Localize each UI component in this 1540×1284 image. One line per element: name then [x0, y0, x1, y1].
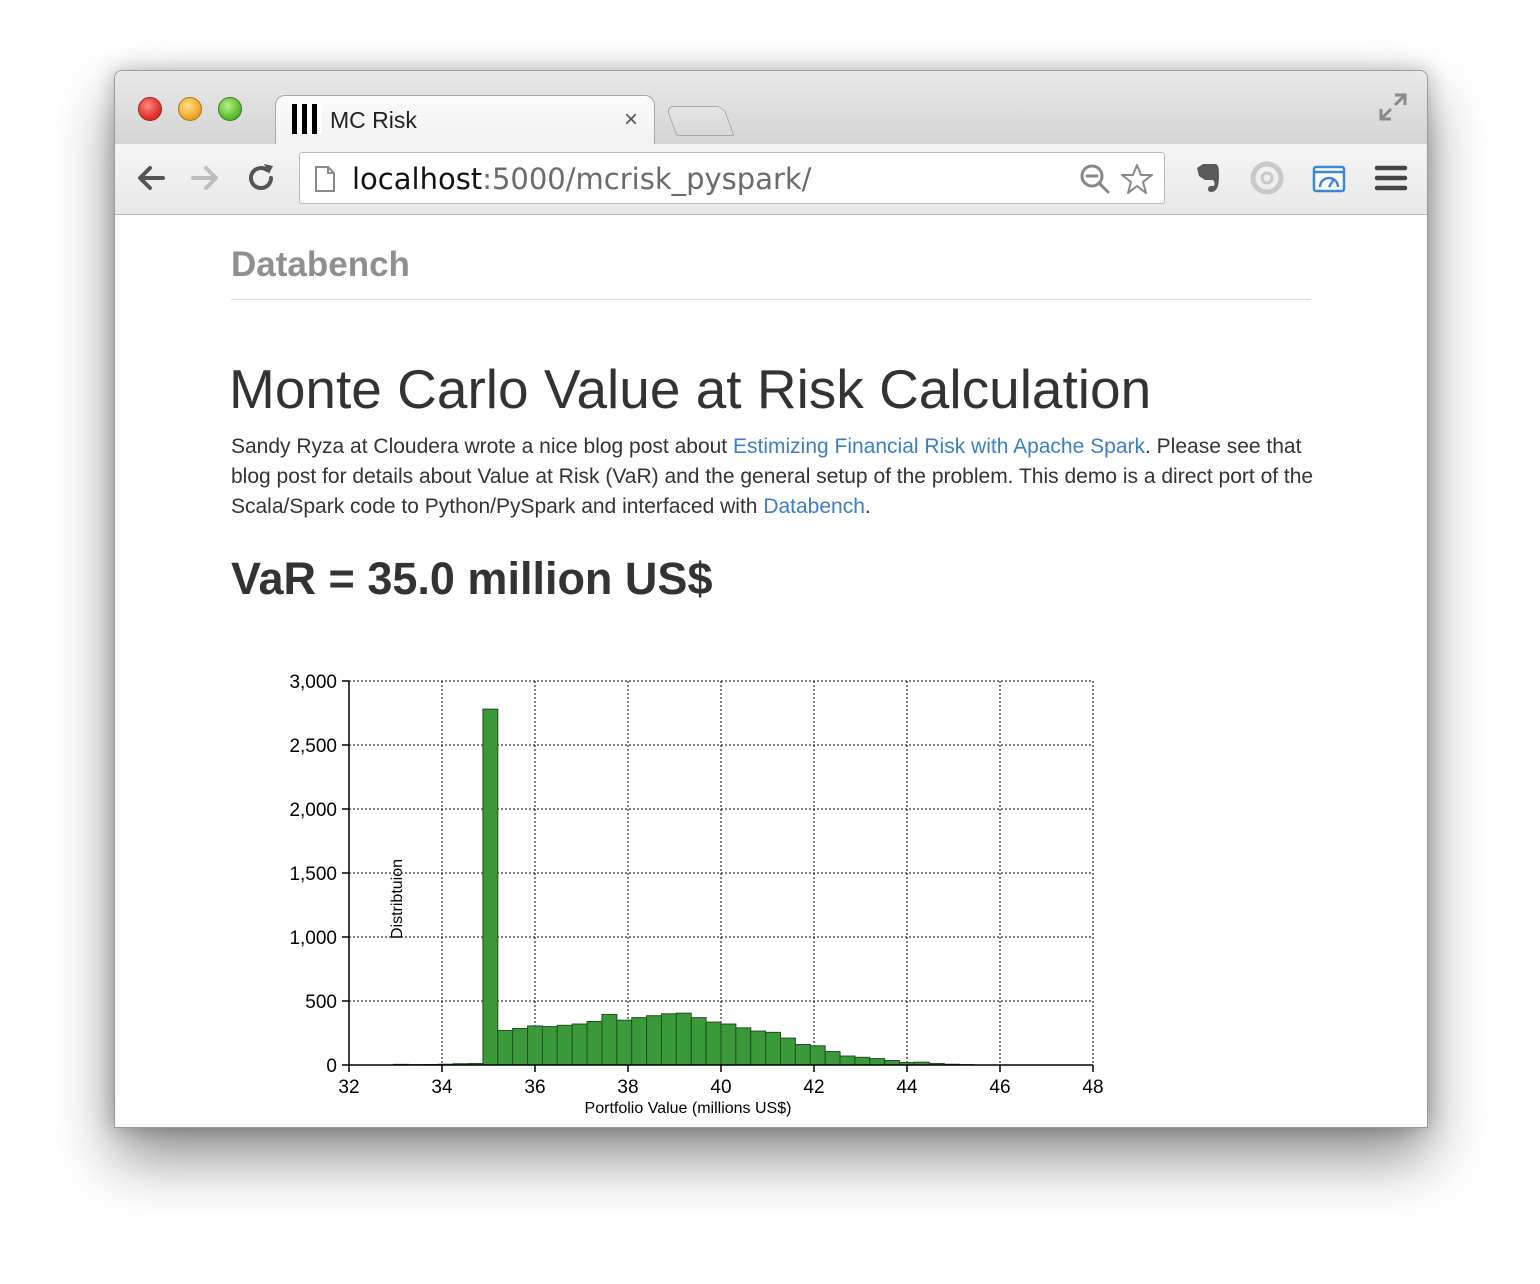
- intro-paragraph: Sandy Ryza at Cloudera wrote a nice blog…: [231, 432, 1315, 522]
- histogram-bar: [675, 1012, 692, 1066]
- x-tick-label: 44: [896, 1077, 918, 1098]
- menu-icon[interactable]: [1373, 160, 1409, 196]
- minimize-window-button[interactable]: [178, 97, 202, 121]
- histogram-bar: [765, 1031, 782, 1066]
- close-window-button[interactable]: [138, 97, 162, 121]
- dashboard-extension-icon[interactable]: [1311, 160, 1347, 196]
- histogram-bar: [750, 1030, 767, 1066]
- histogram-bar: [482, 708, 499, 1066]
- y-tick-label: 1,500: [289, 864, 337, 885]
- var-histogram-chart: 32 34 36 38 40 42 44 46 48 0 500 1,000 1,500 2,000 2,5…: [289, 672, 1103, 1117]
- histogram-bar: [541, 1026, 558, 1066]
- y-tick-label: 0: [326, 1056, 337, 1077]
- x-tick-label: 38: [617, 1077, 638, 1098]
- histogram-bar: [497, 1029, 514, 1066]
- star-icon[interactable]: [1120, 162, 1154, 196]
- histogram-bar: [646, 1015, 662, 1066]
- address-bar[interactable]: localhost:5000/mcrisk_pyspark/: [299, 152, 1165, 204]
- evernote-icon[interactable]: [1189, 160, 1225, 196]
- histogram-bar: [601, 1013, 618, 1066]
- chart-axes: 32 34 36 38 40 42 44 46 48 0 500 1,000 1,500 2,000 2,5…: [289, 672, 1103, 1098]
- new-tab-button[interactable]: [665, 106, 735, 136]
- x-tick-label: 46: [989, 1077, 1010, 1098]
- reload-icon[interactable]: [243, 160, 279, 196]
- histogram-bar: [556, 1024, 573, 1066]
- intro-text-1: Sandy Ryza at Cloudera wrote a nice blog…: [231, 435, 733, 458]
- maximize-window-button[interactable]: [218, 97, 242, 121]
- y-tick-label: 2,000: [289, 800, 337, 821]
- histogram-bar: [616, 1019, 633, 1066]
- fullscreen-icon[interactable]: [1377, 91, 1409, 123]
- histogram-bar: [854, 1056, 871, 1066]
- histogram-bar: [571, 1023, 588, 1066]
- forward-arrow-icon[interactable]: [187, 160, 223, 196]
- page-icon: [315, 166, 335, 192]
- intro-text-3: .: [864, 495, 871, 518]
- histogram-bar: [809, 1045, 826, 1066]
- histogram-bar: [869, 1058, 886, 1066]
- histogram-bar: [720, 1023, 737, 1066]
- histogram-bar: [794, 1044, 811, 1066]
- brand-link[interactable]: Databench: [231, 245, 410, 284]
- y-tick-label: 3,000: [289, 672, 337, 693]
- x-tick-label: 34: [431, 1077, 453, 1098]
- histogram-bar: [660, 1013, 677, 1066]
- histogram-bar: [839, 1055, 856, 1066]
- url-host: localhost: [352, 162, 483, 196]
- histogram-bar: [586, 1020, 603, 1066]
- url-text[interactable]: localhost:5000/mcrisk_pyspark/: [352, 162, 811, 196]
- url-path: :5000/mcrisk_pyspark/: [482, 162, 812, 196]
- favicon-icon: [292, 104, 322, 134]
- histogram-bar: [512, 1028, 529, 1066]
- chart-grid: [349, 680, 1094, 1065]
- circle-extension-icon[interactable]: [1249, 160, 1285, 196]
- page-title: Monte Carlo Value at Risk Calculation: [229, 358, 1152, 420]
- estimizing-risk-link[interactable]: Estimizing Financial Risk with Apache Sp…: [732, 435, 1145, 458]
- back-arrow-icon[interactable]: [133, 160, 169, 196]
- y-tick-label: 500: [305, 992, 337, 1013]
- tab-close-icon[interactable]: ×: [624, 106, 639, 133]
- x-tick-label: 36: [524, 1077, 545, 1098]
- histogram-bar: [705, 1021, 722, 1066]
- header-divider: [231, 299, 1311, 300]
- y-tick-label: 1,000: [289, 928, 337, 949]
- databench-link[interactable]: Databench: [763, 495, 865, 518]
- histogram-bar: [824, 1051, 841, 1066]
- x-tick-label: 48: [1082, 1077, 1103, 1098]
- browser-window: MC Risk × localhost:5000/mcrisk_pyspark/: [114, 70, 1428, 1128]
- browser-toolbar: localhost:5000/mcrisk_pyspark/: [115, 144, 1427, 215]
- x-tick-label: 40: [710, 1077, 731, 1098]
- histogram-bar: [690, 1017, 707, 1066]
- title-bar: MC Risk ×: [115, 71, 1427, 144]
- histogram-bar: [527, 1025, 543, 1066]
- chart-bars: [393, 708, 975, 1066]
- page-content: Databench Monte Carlo Value at Risk Calc…: [115, 215, 1427, 1127]
- y-axis-label: Distribtuion: [389, 859, 406, 939]
- x-axis-label: Portfolio Value (millions US$): [585, 1100, 792, 1117]
- x-tick-label: 42: [803, 1077, 824, 1098]
- tab-title: MC Risk: [330, 107, 417, 133]
- var-result: VaR = 35.0 million US$: [231, 553, 713, 604]
- x-tick-label: 32: [338, 1077, 359, 1098]
- search-zoom-icon[interactable]: [1078, 162, 1112, 196]
- histogram-bar: [631, 1017, 648, 1066]
- tab-mc-risk[interactable]: MC Risk ×: [275, 95, 655, 144]
- y-tick-label: 2,500: [289, 736, 337, 757]
- histogram-bar: [735, 1027, 752, 1066]
- intro-text-2: . Please see that blog post for details …: [231, 435, 1314, 518]
- histogram-bar: [780, 1037, 796, 1066]
